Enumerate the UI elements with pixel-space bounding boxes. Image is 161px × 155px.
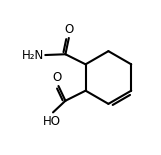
Text: H₂N: H₂N <box>21 49 44 62</box>
Text: HO: HO <box>43 115 61 128</box>
Text: O: O <box>52 71 62 84</box>
Text: O: O <box>64 23 73 36</box>
